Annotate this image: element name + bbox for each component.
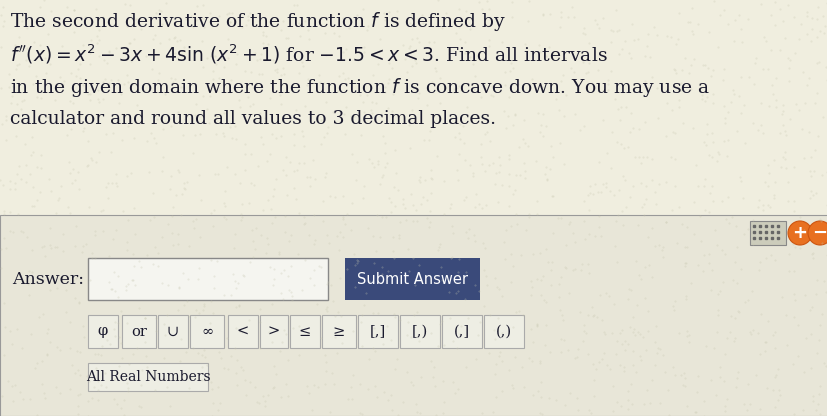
FancyBboxPatch shape	[345, 258, 480, 300]
FancyBboxPatch shape	[357, 315, 398, 348]
FancyBboxPatch shape	[158, 315, 188, 348]
Text: Submit Answer: Submit Answer	[356, 272, 467, 287]
FancyBboxPatch shape	[289, 315, 319, 348]
Text: $f^{\prime\prime}(x) = x^2 - 3x + 4\sin\,(x^2+1)$ for $-1.5 < x < 3$. Find all i: $f^{\prime\prime}(x) = x^2 - 3x + 4\sin\…	[10, 42, 607, 65]
FancyBboxPatch shape	[322, 315, 356, 348]
FancyBboxPatch shape	[122, 315, 155, 348]
FancyBboxPatch shape	[88, 258, 327, 300]
Text: [,): [,)	[411, 324, 428, 339]
Text: All Real Numbers: All Real Numbers	[85, 370, 210, 384]
Bar	[0, 215, 827, 416]
FancyBboxPatch shape	[189, 315, 224, 348]
FancyBboxPatch shape	[88, 315, 118, 348]
FancyBboxPatch shape	[227, 315, 258, 348]
Text: <: <	[237, 324, 249, 339]
Text: (,]: (,]	[453, 324, 470, 339]
Text: ≥: ≥	[332, 324, 345, 339]
Text: The second derivative of the function $f$ is defined by: The second derivative of the function $f…	[10, 10, 506, 33]
Text: φ: φ	[98, 324, 108, 339]
FancyBboxPatch shape	[749, 221, 785, 245]
Text: ≤: ≤	[299, 324, 311, 339]
Text: +: +	[791, 224, 806, 242]
Circle shape	[787, 221, 811, 245]
Text: ∞: ∞	[201, 324, 213, 339]
Circle shape	[807, 221, 827, 245]
Text: >: >	[268, 324, 280, 339]
Text: calculator and round all values to 3 decimal places.: calculator and round all values to 3 dec…	[10, 110, 495, 128]
FancyBboxPatch shape	[484, 315, 523, 348]
Text: (,): (,)	[495, 324, 511, 339]
Text: [,]: [,]	[370, 324, 385, 339]
Text: Answer:: Answer:	[12, 270, 84, 287]
Text: in the given domain where the function $f$ is concave down. You may use a: in the given domain where the function $…	[10, 76, 710, 99]
FancyBboxPatch shape	[399, 315, 439, 348]
FancyBboxPatch shape	[260, 315, 288, 348]
Text: −: −	[811, 224, 826, 242]
FancyBboxPatch shape	[88, 363, 208, 391]
FancyBboxPatch shape	[442, 315, 481, 348]
Text: or: or	[131, 324, 146, 339]
Text: ∪: ∪	[167, 324, 179, 339]
